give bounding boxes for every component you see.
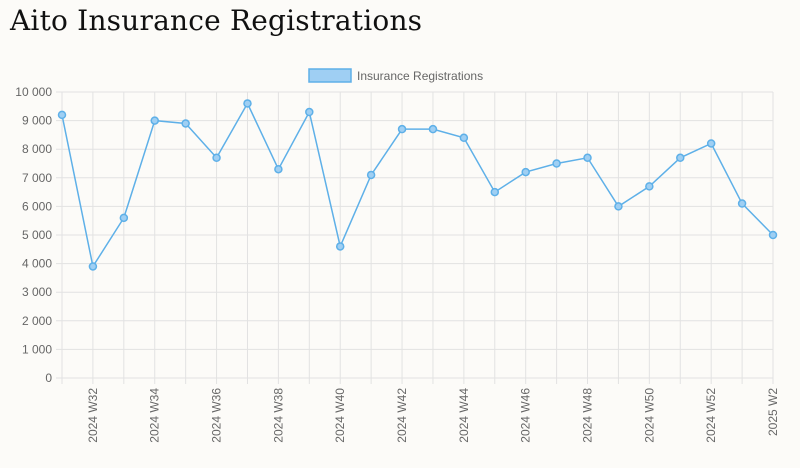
data-point[interactable]	[243, 99, 252, 108]
y-tick-label: 4 000	[22, 257, 52, 271]
data-point[interactable]	[181, 119, 190, 128]
data-point[interactable]	[366, 170, 376, 180]
y-tick-label: 9 000	[22, 114, 52, 128]
series-insurance-registrations	[57, 99, 778, 271]
x-tick-label: 2024 W38	[271, 388, 285, 443]
page-title: Aito Insurance Registrations	[10, 4, 423, 37]
y-tick-label: 0	[45, 371, 52, 385]
x-tick-label: 2024 W52	[704, 388, 718, 443]
y-tick-label: 2 000	[22, 314, 52, 328]
x-tick-label: 2024 W50	[642, 388, 656, 443]
y-tick-label: 1 000	[22, 342, 52, 356]
data-point[interactable]	[614, 202, 623, 211]
series-line	[61, 101, 774, 269]
x-axis-tick-labels: 2024 W32 2024 W34 2024 W36 2024 W38 2024 W40…	[86, 388, 780, 443]
data-point[interactable]	[459, 133, 469, 143]
data-point[interactable]	[305, 107, 314, 117]
x-tick-label: 2024 W34	[148, 388, 162, 443]
y-tick-label: 5 000	[22, 228, 52, 242]
data-point[interactable]	[645, 182, 654, 191]
x-tick-label: 2024 W36	[210, 388, 224, 443]
data-point[interactable]	[428, 124, 438, 134]
data-point[interactable]	[552, 159, 561, 168]
x-tick-label: 2024 W44	[457, 388, 471, 443]
data-point[interactable]	[274, 164, 283, 174]
legend-label: Insurance Registrations	[357, 69, 483, 83]
data-point[interactable]	[521, 167, 530, 177]
y-tick-label: 3 000	[22, 285, 52, 299]
data-point[interactable]	[737, 199, 747, 208]
x-tick-label: 2025 W2	[766, 388, 780, 436]
chart-grid	[56, 91, 774, 384]
x-tick-label: 2024 W48	[581, 388, 595, 443]
legend-swatch	[308, 68, 352, 83]
data-point[interactable]	[88, 262, 98, 271]
chart-legend[interactable]: Insurance Registrations	[308, 68, 483, 83]
y-tick-label: 7 000	[22, 171, 52, 185]
x-tick-label: 2024 W46	[519, 388, 533, 443]
data-point[interactable]	[119, 213, 129, 223]
data-point[interactable]	[490, 187, 500, 197]
data-point[interactable]	[706, 139, 716, 148]
x-tick-label: 2024 W42	[395, 388, 409, 443]
data-point[interactable]	[335, 242, 345, 251]
data-point[interactable]	[57, 110, 67, 120]
x-tick-label: 2024 W32	[86, 388, 100, 443]
data-point[interactable]	[397, 124, 407, 134]
data-point[interactable]	[150, 116, 159, 125]
data-point[interactable]	[768, 230, 778, 240]
y-tick-label: 6 000	[22, 199, 52, 213]
y-axis-tick-labels: 0 1 000 2 000 3 000 4 000 5 000 6 000 7 000 8 00…	[15, 85, 52, 385]
y-tick-label: 10 000	[15, 85, 52, 99]
data-point[interactable]	[212, 153, 221, 163]
x-tick-label: 2024 W40	[333, 388, 347, 443]
data-point[interactable]	[583, 153, 592, 163]
y-tick-label: 8 000	[22, 142, 52, 156]
data-point[interactable]	[676, 153, 685, 163]
